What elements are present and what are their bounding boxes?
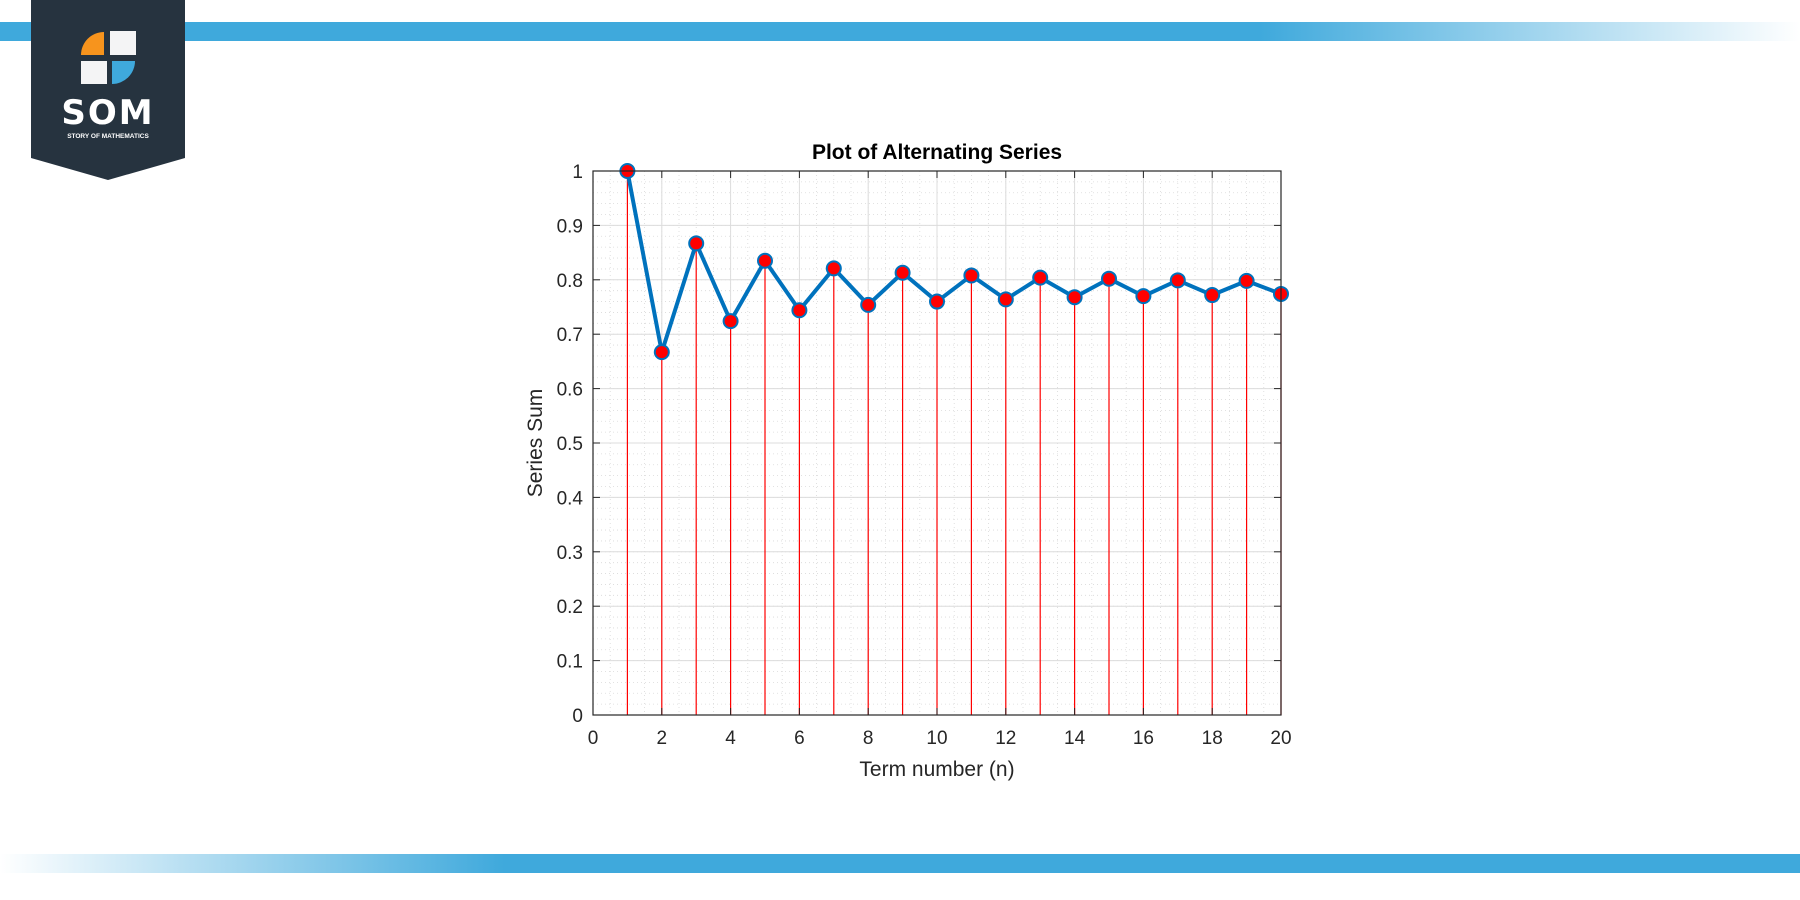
data-point [1066, 289, 1083, 306]
chart-title: Plot of Alternating Series [812, 141, 1062, 164]
data-point [963, 267, 980, 284]
x-tick-label: 12 [995, 728, 1016, 749]
data-point [1101, 270, 1117, 287]
x-tick-label: 8 [863, 728, 874, 749]
data-point [997, 291, 1014, 308]
y-tick-label: 0.9 [557, 216, 583, 237]
top-accent-bar [0, 22, 1800, 41]
data-point [1169, 272, 1186, 289]
y-tick-label: 1 [572, 162, 583, 183]
logo-white-shape-top [110, 31, 136, 55]
som-logo: SOM STORY OF MATHEMATICS [31, 0, 185, 180]
logo-orange-quarter [81, 32, 104, 55]
x-tick-label: 10 [926, 728, 947, 749]
x-tick-label: 18 [1202, 728, 1223, 749]
data-point [860, 296, 877, 313]
logo-badge [31, 0, 185, 180]
y-tick-label: 0.4 [557, 488, 584, 509]
y-axis-label: Series Sum [524, 389, 547, 498]
data-point [722, 313, 739, 330]
y-tick-label: 0.1 [557, 652, 583, 673]
y-axis-ticks: 0 0.1 0.2 0.3 0.4 0.5 0.6 0.7 0.8 0.9 1 [557, 162, 1281, 727]
data-point [894, 264, 911, 281]
logo-white-shape-bottom [81, 61, 107, 84]
data-point [653, 344, 670, 361]
logo-wordmark: SOM [61, 93, 154, 133]
x-tick-label: 16 [1133, 728, 1154, 749]
y-tick-label: 0.2 [557, 597, 583, 618]
data-point [688, 235, 705, 252]
data-point [757, 252, 773, 269]
data-point [791, 302, 808, 319]
data-point [1032, 269, 1049, 286]
x-tick-label: 4 [725, 728, 736, 749]
data-point [1135, 288, 1152, 305]
data-markers [619, 163, 1289, 361]
bottom-accent-bar [0, 854, 1800, 873]
x-axis-label: Term number (n) [859, 758, 1014, 781]
logo-tagline: STORY OF MATHEMATICS [67, 133, 149, 140]
data-point [1238, 272, 1255, 289]
x-tick-label: 20 [1270, 728, 1291, 749]
x-axis-ticks: 0 2 4 6 8 10 12 14 16 18 20 [588, 171, 1292, 749]
data-point [1204, 287, 1221, 304]
y-tick-label: 0.7 [557, 325, 583, 346]
x-tick-label: 6 [794, 728, 805, 749]
logo-blue-quarter [112, 61, 135, 84]
y-tick-label: 0.8 [557, 271, 583, 292]
x-tick-label: 2 [657, 728, 668, 749]
y-tick-label: 0 [572, 706, 583, 727]
y-tick-label: 0.3 [557, 543, 583, 564]
stems [626, 171, 1282, 715]
y-tick-label: 0.5 [557, 434, 583, 455]
x-tick-label: 14 [1064, 728, 1086, 749]
data-point [929, 293, 945, 310]
data-point [825, 260, 842, 277]
y-tick-label: 0.6 [557, 380, 583, 401]
x-tick-label: 0 [588, 728, 599, 749]
